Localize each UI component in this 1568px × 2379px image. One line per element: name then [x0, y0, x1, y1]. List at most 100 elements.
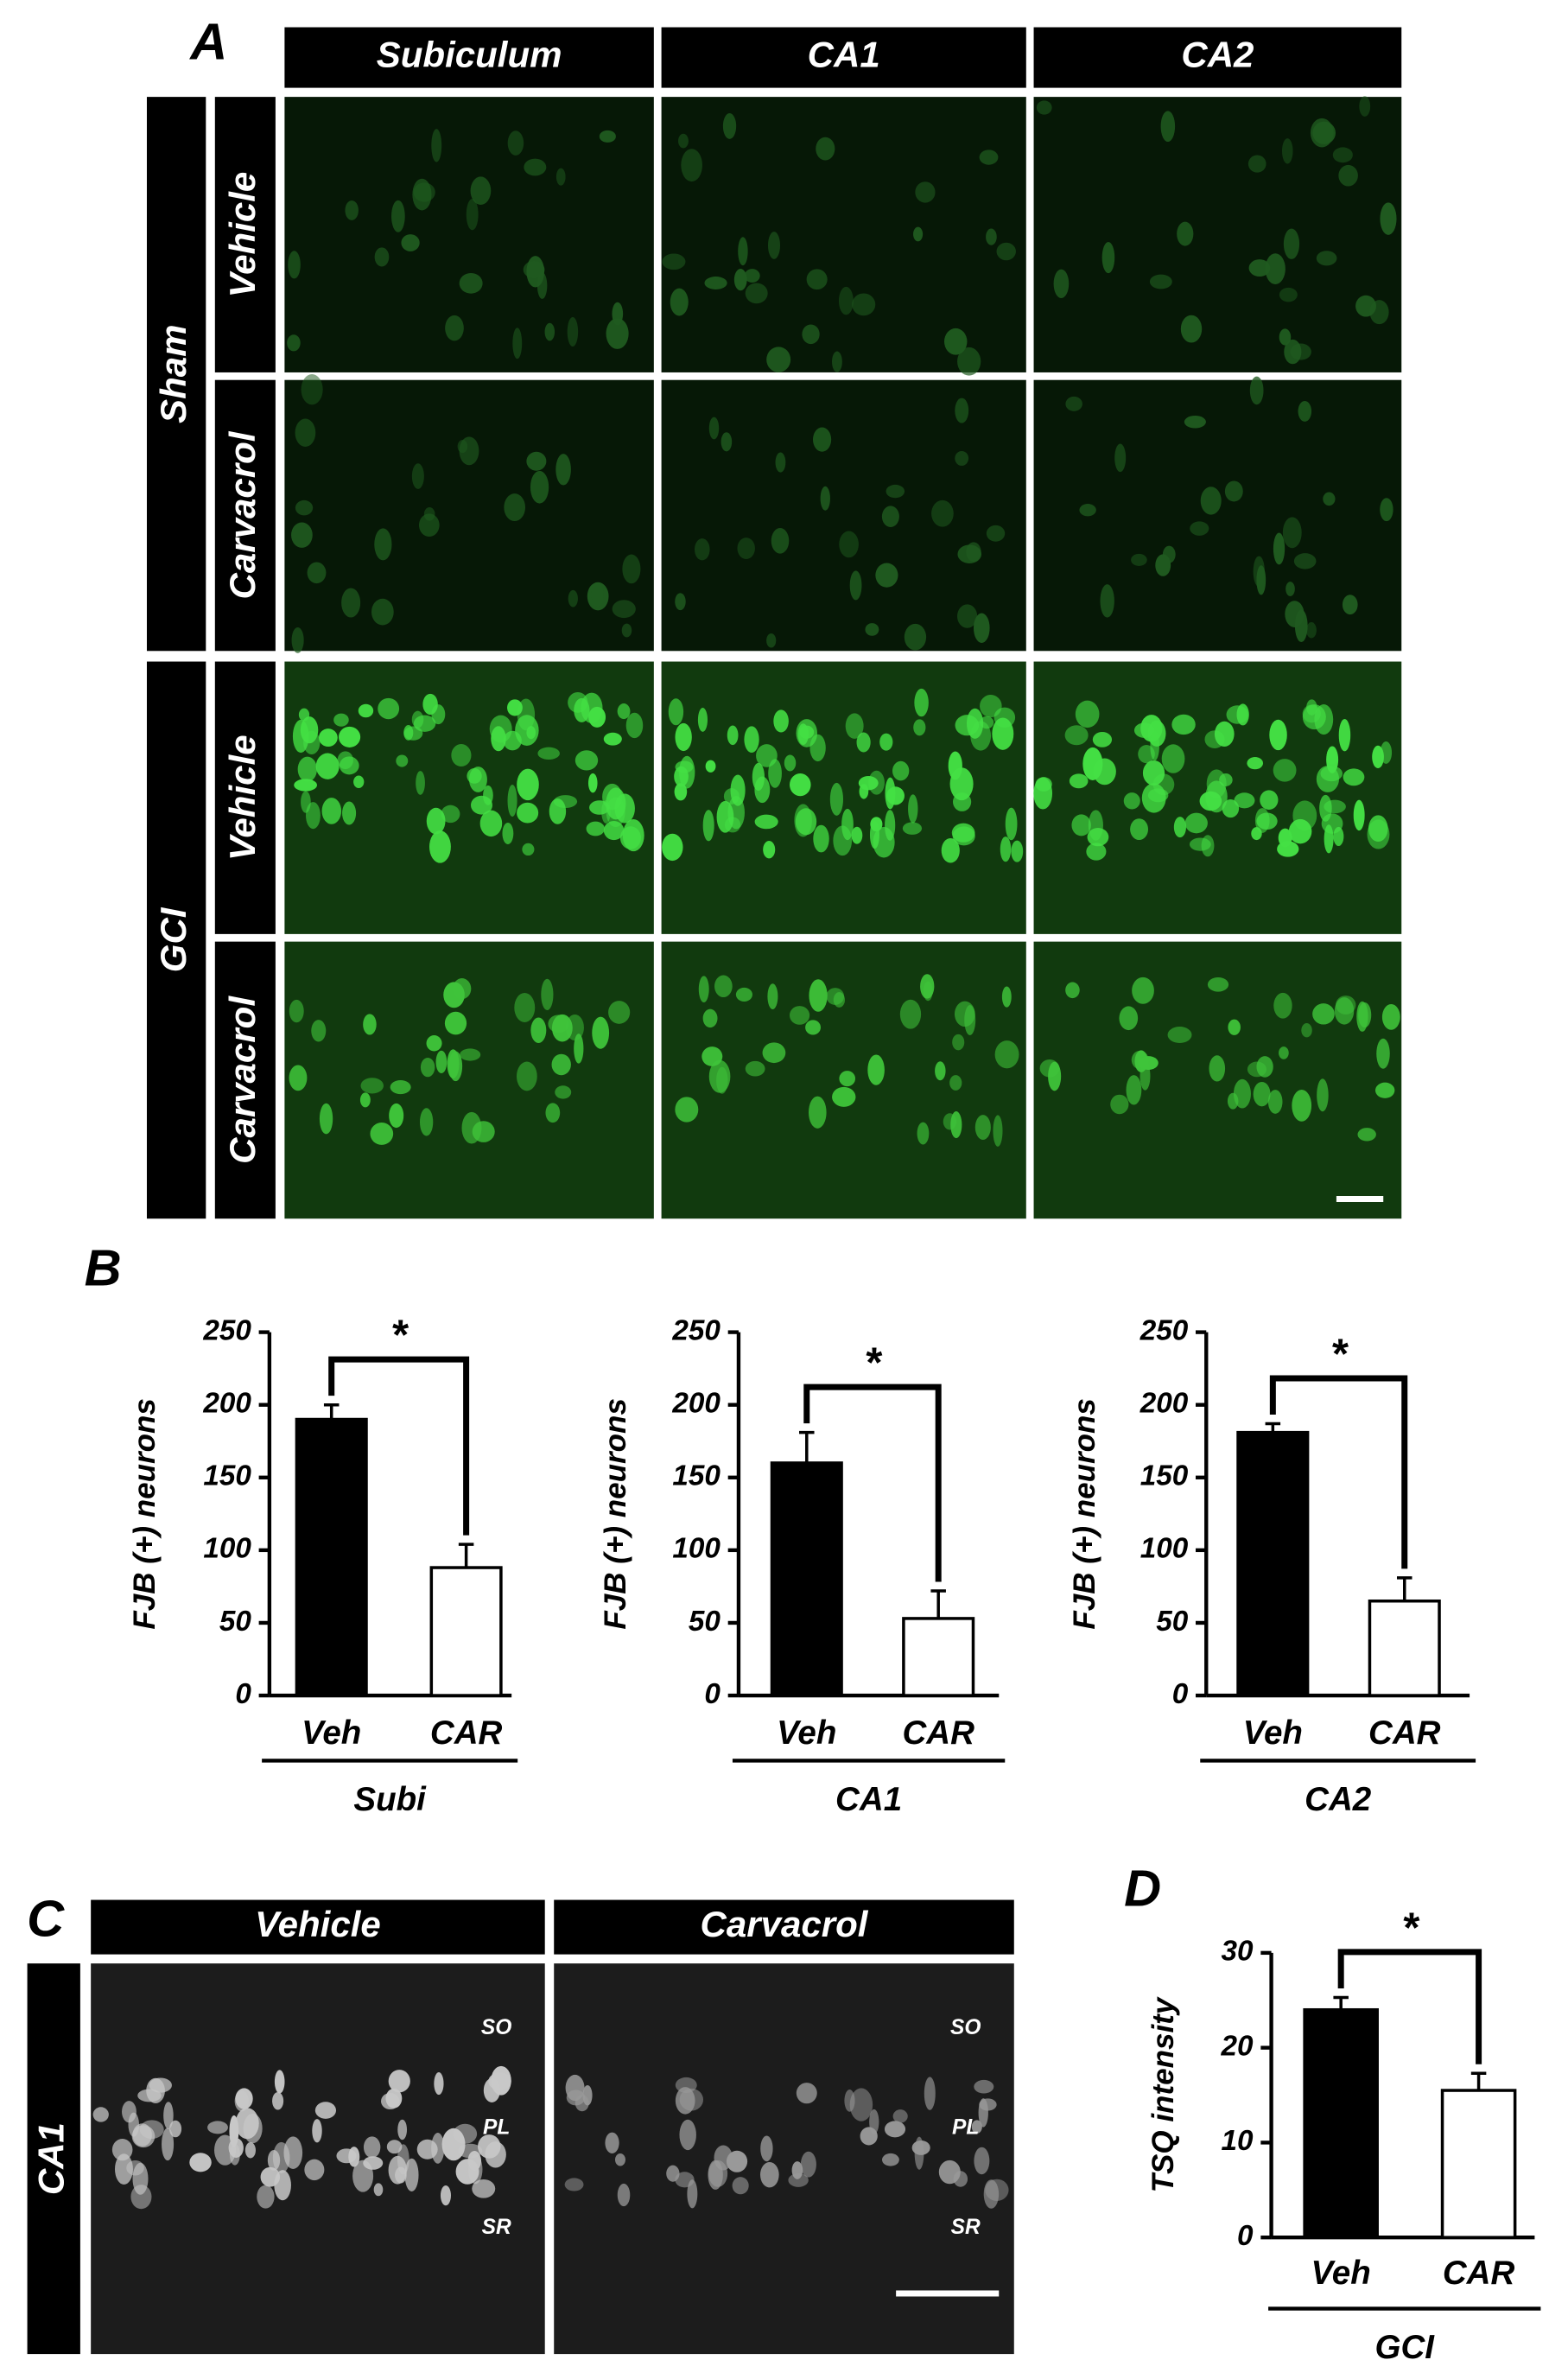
label-bar — [661, 27, 1026, 88]
cell — [1101, 242, 1115, 274]
cell — [517, 802, 539, 824]
cell — [957, 347, 981, 376]
label-text: Vehicle — [222, 172, 263, 298]
cell — [913, 719, 926, 736]
cell — [378, 697, 400, 720]
cell — [370, 1123, 394, 1145]
cell — [1110, 1094, 1129, 1115]
cell — [1282, 517, 1302, 549]
cell — [440, 2185, 451, 2206]
cell — [1033, 777, 1053, 810]
cell — [386, 2140, 403, 2154]
y-tick-label: 10 — [1222, 2125, 1254, 2157]
cell — [913, 226, 924, 242]
cell — [353, 775, 365, 789]
cell — [1376, 1038, 1390, 1069]
cell — [1180, 315, 1203, 343]
cell — [1071, 814, 1091, 836]
cell — [732, 2177, 749, 2195]
cell — [512, 328, 523, 359]
y-tick-label: 20 — [1221, 2030, 1254, 2062]
cell — [1177, 221, 1194, 246]
cell — [1333, 826, 1344, 847]
group-label: CA1 — [835, 1781, 902, 1818]
cell — [1189, 837, 1211, 851]
cell — [1233, 1078, 1251, 1109]
cell — [460, 1048, 481, 1061]
cell — [668, 698, 684, 726]
cell — [507, 699, 523, 716]
label-bar — [91, 1899, 545, 1955]
layer-label: PL — [483, 2116, 510, 2140]
cell — [413, 715, 436, 732]
micrograph — [284, 97, 654, 372]
cell — [260, 2166, 281, 2187]
cell — [994, 1040, 1019, 1069]
cell — [291, 627, 304, 653]
cell — [404, 2158, 419, 2191]
significance-mark: * — [864, 1340, 882, 1387]
cell — [1214, 721, 1235, 747]
bar — [1303, 2007, 1379, 2239]
cell — [1283, 228, 1300, 259]
cell — [695, 538, 710, 561]
cell — [272, 2091, 284, 2110]
cell — [816, 137, 835, 161]
cell — [681, 149, 702, 182]
cell — [996, 242, 1016, 261]
cell — [938, 2160, 961, 2185]
cell — [904, 623, 927, 651]
cell — [674, 783, 688, 801]
cell — [441, 2128, 466, 2161]
label-bar — [214, 97, 276, 372]
cell — [1369, 300, 1389, 325]
cell — [744, 269, 760, 283]
cell — [603, 732, 622, 746]
cell — [833, 825, 853, 856]
cell — [1281, 138, 1293, 164]
x-tick-label: CAR — [1368, 1714, 1441, 1752]
cell — [311, 1020, 327, 1042]
cell — [443, 982, 465, 1008]
cell — [411, 463, 424, 489]
cell — [917, 1122, 930, 1145]
cell — [479, 810, 503, 837]
cell — [766, 347, 791, 372]
cell — [1114, 443, 1127, 473]
cell — [974, 1115, 991, 1140]
cell — [955, 398, 969, 423]
x-tick-label: Veh — [302, 1714, 361, 1752]
cell — [698, 976, 709, 1003]
cell — [1123, 792, 1140, 810]
bar — [1236, 1430, 1310, 1697]
cell — [470, 795, 493, 815]
cell — [516, 1061, 537, 1091]
cell — [288, 251, 301, 279]
cell — [1209, 1055, 1226, 1082]
cell — [307, 562, 327, 584]
cell — [244, 2142, 256, 2159]
cell — [606, 318, 629, 349]
cell — [1316, 251, 1337, 266]
cell — [716, 1066, 728, 1094]
cell — [294, 779, 317, 792]
cell — [617, 703, 631, 720]
cell — [1293, 553, 1317, 569]
cell — [908, 794, 918, 824]
cell — [1374, 1082, 1395, 1098]
cell — [1357, 1128, 1376, 1142]
cell — [555, 1085, 572, 1099]
cell — [745, 1060, 765, 1077]
cell — [716, 800, 734, 833]
cell — [1190, 521, 1209, 536]
cell — [1167, 1027, 1192, 1044]
cell — [1324, 824, 1334, 854]
cell — [396, 754, 409, 767]
cell — [582, 2084, 593, 2106]
cell — [844, 2090, 855, 2112]
cell — [555, 454, 571, 486]
cell — [363, 1014, 377, 1035]
cell — [1253, 1081, 1271, 1107]
cell — [401, 234, 420, 251]
cell — [374, 247, 390, 267]
